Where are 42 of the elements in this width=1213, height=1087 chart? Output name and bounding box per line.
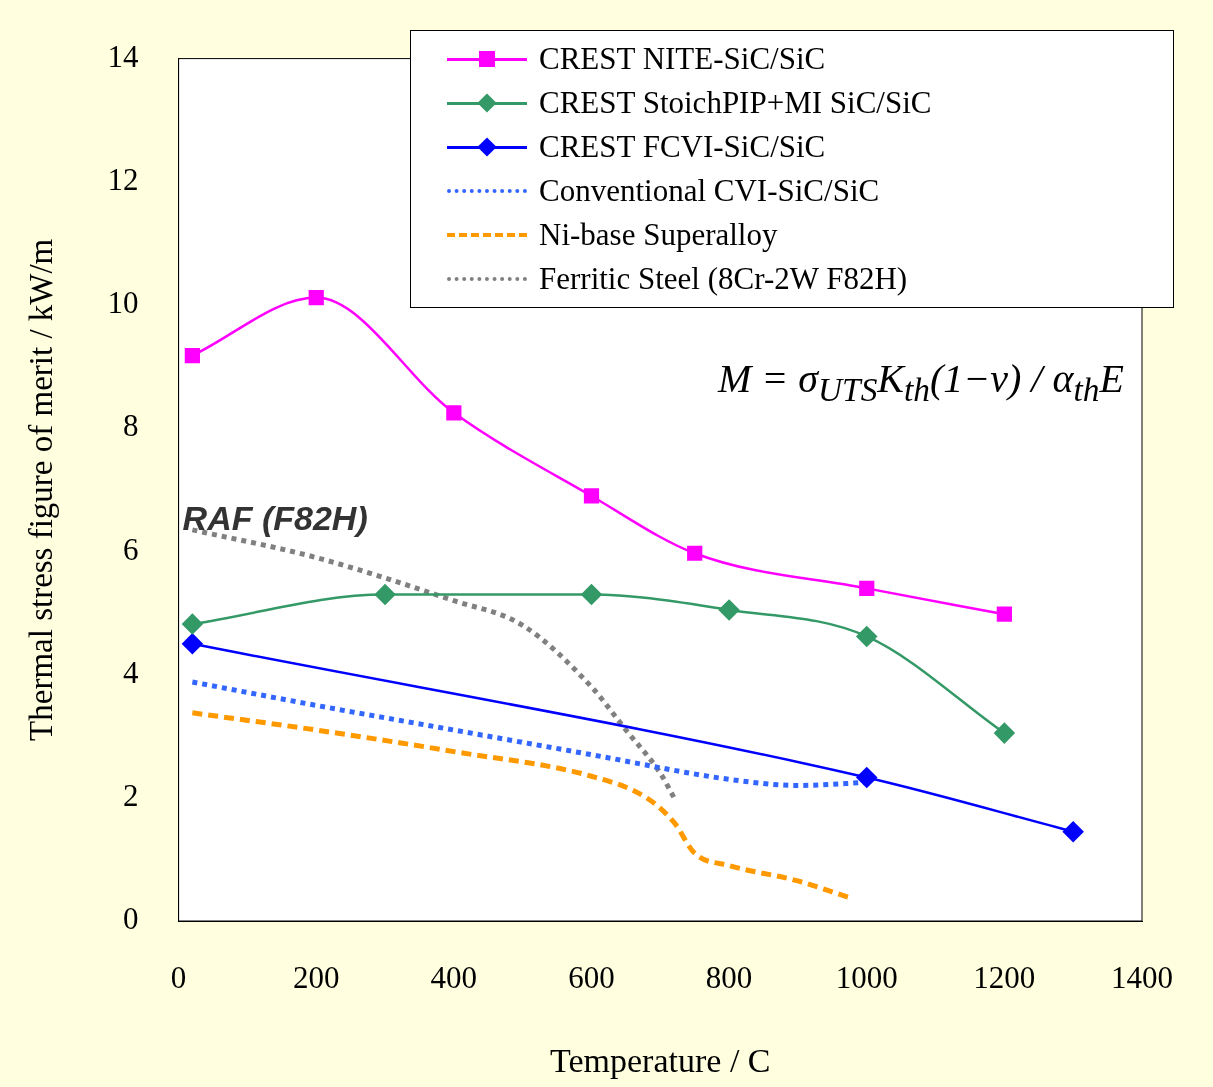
- y-tick-label: 0: [123, 901, 139, 937]
- y-tick-label: 4: [123, 654, 140, 690]
- point: [718, 599, 740, 621]
- annotation: M = σ$_{UTS}$K$_{th}$(1−ν) / α$_{th}$E: [718, 355, 1124, 409]
- annotation: RAF (F82H): [182, 498, 368, 538]
- x-tick-label: 400: [430, 959, 478, 995]
- point: [996, 606, 1012, 622]
- legend-label: Conventional CVI-SiC/SiC: [539, 173, 880, 209]
- point: [687, 545, 703, 561]
- point: [182, 633, 203, 655]
- point: [856, 767, 877, 788]
- y-tick-label: 2: [123, 777, 139, 813]
- x-tick-label: 800: [705, 959, 753, 995]
- x-tick-label: 1200: [973, 959, 1036, 995]
- y-tick-label: 10: [107, 285, 139, 321]
- point: [182, 613, 203, 635]
- y-tick-label: 12: [107, 161, 139, 197]
- point: [308, 289, 324, 306]
- x-tick-label: 1000: [835, 959, 898, 995]
- point: [446, 405, 462, 421]
- point: [581, 584, 602, 605]
- legend-label: CREST StoichPIP+MI SiC/SiC: [539, 85, 932, 121]
- point: [1062, 821, 1084, 842]
- point: [374, 584, 396, 605]
- legend-label: Ferritic Steel (8Cr-2W F82H): [539, 261, 908, 297]
- point: [184, 347, 200, 364]
- x-axis-title: Temperature / C: [550, 1041, 771, 1079]
- point: [856, 626, 877, 647]
- point: [583, 488, 600, 504]
- x-tick-label: 1400: [1111, 959, 1173, 995]
- x-tick-label: 600: [568, 959, 615, 995]
- x-tick-label: 0: [170, 959, 187, 995]
- y-tick-label: 8: [123, 408, 139, 444]
- legend-label: Ni-base Superalloy: [539, 217, 778, 253]
- y-tick-label: 6: [123, 531, 139, 567]
- legend-label: CREST FCVI-SiC/SiC: [539, 129, 826, 165]
- legend-label: CREST NITE-SiC/SiC: [539, 41, 826, 77]
- point: [859, 580, 875, 596]
- y-axis-title: Thermal stress figure of merit / kW/m: [23, 238, 60, 741]
- x-tick-label: 200: [292, 959, 340, 995]
- point: [994, 722, 1015, 744]
- y-tick-label: 14: [107, 38, 140, 74]
